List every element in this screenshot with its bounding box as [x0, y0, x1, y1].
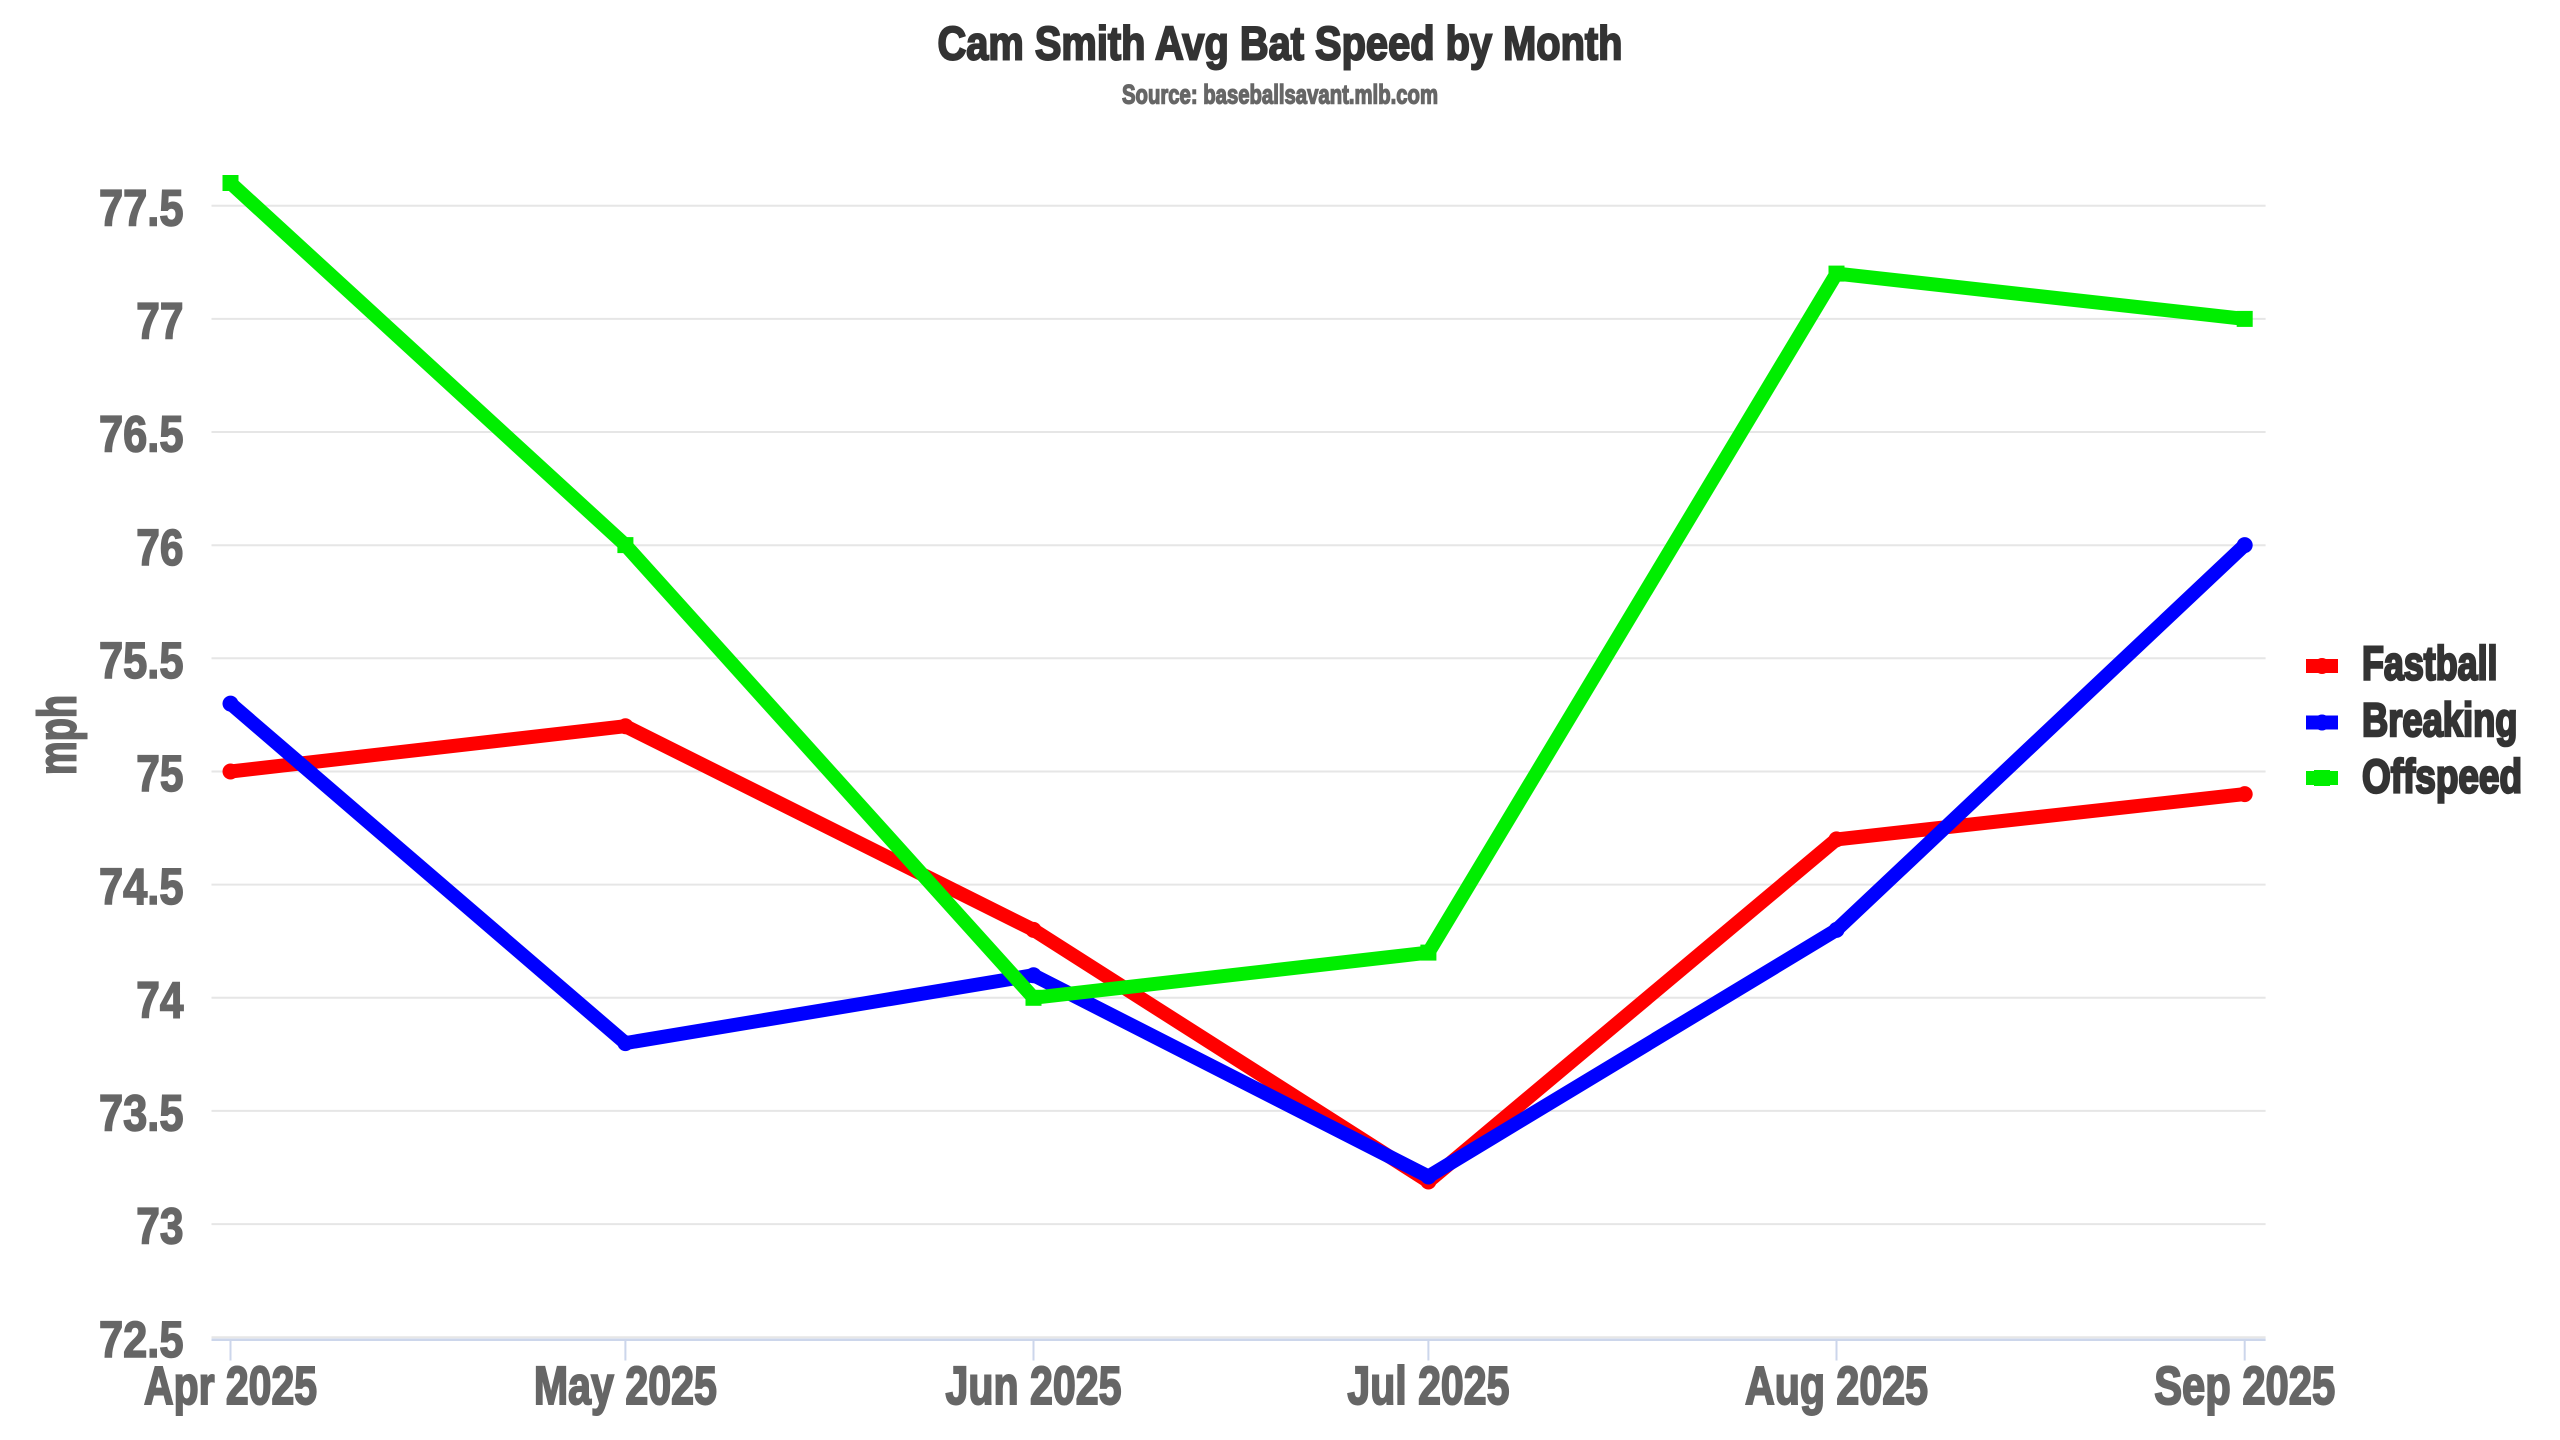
svg-text:74.5: 74.5 [99, 858, 184, 915]
svg-text:74: 74 [136, 971, 184, 1028]
svg-text:73: 73 [136, 1198, 183, 1255]
svg-text:Offspeed: Offspeed [2362, 750, 2522, 803]
svg-text:Fastball: Fastball [2362, 636, 2498, 689]
svg-text:Jun 2025: Jun 2025 [946, 1356, 1122, 1416]
svg-text:Sep 2025: Sep 2025 [2154, 1356, 2335, 1416]
svg-text:Jul 2025: Jul 2025 [1347, 1356, 1509, 1416]
svg-text:Cam Smith Avg Bat Speed by Mon: Cam Smith Avg Bat Speed by Month [938, 17, 1623, 70]
svg-text:Aug 2025: Aug 2025 [1745, 1356, 1928, 1416]
svg-text:mph: mph [28, 695, 88, 775]
svg-text:72.5: 72.5 [99, 1311, 184, 1368]
svg-text:75.5: 75.5 [99, 632, 184, 689]
svg-text:77: 77 [136, 293, 183, 350]
svg-text:Apr 2025: Apr 2025 [144, 1356, 317, 1416]
svg-text:Source: baseballsavant.mlb.com: Source: baseballsavant.mlb.com [1122, 79, 1438, 109]
svg-text:77.5: 77.5 [99, 179, 184, 236]
svg-text:Breaking: Breaking [2362, 693, 2518, 746]
svg-text:76: 76 [136, 519, 183, 576]
svg-text:76.5: 76.5 [99, 406, 184, 463]
svg-text:May 2025: May 2025 [534, 1356, 717, 1416]
svg-text:75: 75 [136, 745, 183, 802]
svg-text:73.5: 73.5 [99, 1085, 184, 1142]
